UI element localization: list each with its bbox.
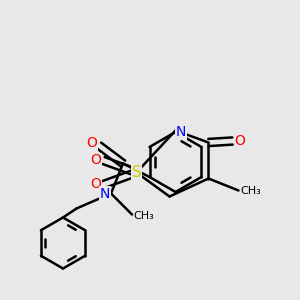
- Text: O: O: [86, 136, 97, 150]
- Text: N: N: [100, 187, 110, 200]
- Text: O: O: [91, 154, 101, 167]
- Text: S: S: [132, 165, 141, 180]
- Text: N: N: [176, 125, 186, 139]
- Text: CH₃: CH₃: [134, 211, 154, 221]
- Text: CH₃: CH₃: [240, 185, 261, 196]
- Text: O: O: [91, 178, 101, 191]
- Text: O: O: [235, 134, 245, 148]
